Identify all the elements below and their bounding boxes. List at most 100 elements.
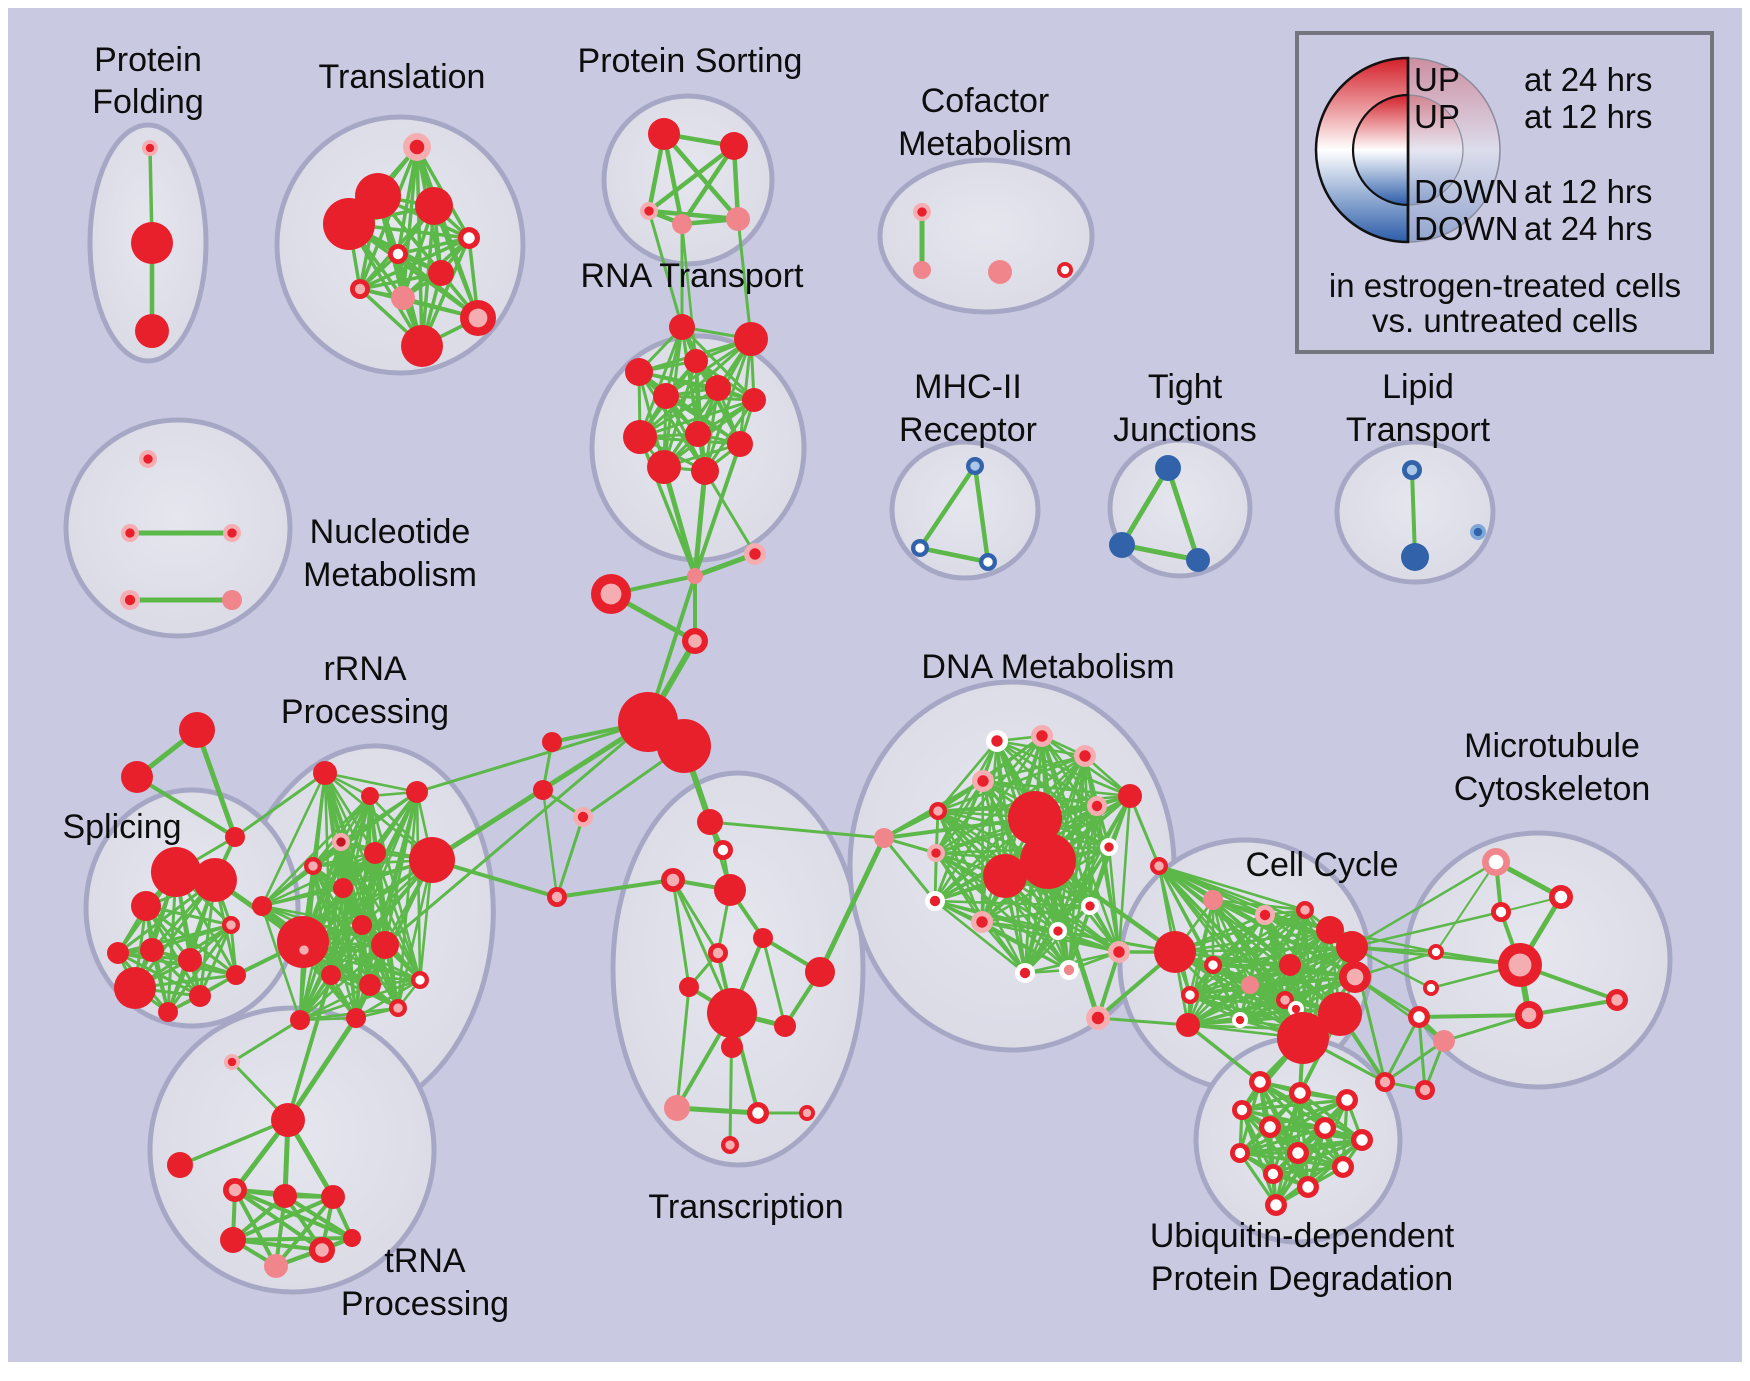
node-center-ubiquitin-degradation-5 xyxy=(1319,1122,1331,1134)
node-center-cell-cycle-4 xyxy=(1235,1015,1245,1025)
node-protein-folding-1 xyxy=(131,222,173,264)
legend-time-2: at 12 hrs xyxy=(1524,173,1652,210)
network-edge xyxy=(736,217,753,341)
node-center-microtubule-cytoskeleton-1 xyxy=(1554,890,1568,904)
network-edge xyxy=(917,463,978,551)
network-edge xyxy=(708,820,886,840)
node-center-dna-metabolism-14 xyxy=(976,916,988,928)
cluster-label-ubiquitin-degradation: Ubiquitin-dependent xyxy=(1150,1217,1455,1255)
network-edge xyxy=(703,337,753,473)
node-center-cell-cycle-7 xyxy=(1300,905,1310,915)
network-edge xyxy=(692,468,708,579)
network-edge xyxy=(1271,1165,1345,1176)
node-translation-10 xyxy=(401,325,443,367)
cluster-bubble-mhc2-receptor xyxy=(889,439,1041,581)
node-hub-0 xyxy=(687,568,703,584)
cluster-label-cofactor-metabolism: Cofactor xyxy=(921,82,1050,120)
network-edge xyxy=(1186,963,1292,1027)
node-rrna-processing-18 xyxy=(252,896,272,916)
node-protein-sorting-1 xyxy=(720,132,748,160)
network-edge xyxy=(555,878,675,899)
node-rna-transport-4 xyxy=(705,375,731,401)
node-center-cell-cycle-17 xyxy=(1379,1076,1391,1088)
network-edge xyxy=(1211,945,1354,967)
network-edge xyxy=(934,779,985,855)
node-rna-transport-10 xyxy=(647,450,681,484)
node-center-ubiquitin-degradation-11 xyxy=(1302,1181,1314,1193)
node-center-transcription-2 xyxy=(666,873,680,887)
node-rna-transport-5 xyxy=(653,383,679,409)
network-edge xyxy=(1417,1013,1531,1019)
network-edge xyxy=(432,204,480,320)
node-rna-transport-3 xyxy=(625,358,653,386)
node-transcription-10 xyxy=(721,1036,743,1058)
network-edge xyxy=(1417,1015,1427,1092)
network-edge xyxy=(1188,993,1342,1016)
node-translation-6 xyxy=(428,260,454,286)
network-edge xyxy=(972,463,991,565)
node-center-trna-processing-2 xyxy=(228,1183,242,1197)
network-edge xyxy=(198,923,233,998)
node-rrna-processing-16 xyxy=(346,1008,366,1028)
network-edge xyxy=(917,545,991,565)
cluster-label-nucleotide-metabolism: Metabolism xyxy=(303,556,477,594)
network-edge xyxy=(298,983,372,1022)
network-edge xyxy=(1527,998,1619,1017)
network-edge xyxy=(230,1018,302,1064)
node-center-transcription-15 xyxy=(551,891,563,903)
network-edge xyxy=(1410,468,1417,559)
node-center-mhc2-receptor-0 xyxy=(970,461,980,471)
node-center-ubiquitin-degradation-10 xyxy=(1267,1168,1279,1180)
node-rrna-processing-10 xyxy=(371,931,399,959)
node-center-dna-metabolism-1 xyxy=(991,735,1003,747)
node-nucleotide-metabolism-4 xyxy=(222,590,242,610)
network-edge xyxy=(980,920,1027,975)
node-dna-metabolism-9 xyxy=(1020,833,1076,889)
node-cofactor-metabolism-2 xyxy=(988,260,1012,284)
node-center-hub-2 xyxy=(600,583,622,605)
node-center-nucleotide-metabolism-1 xyxy=(125,528,135,538)
node-center-transcription-14 xyxy=(725,1140,735,1150)
node-center-ubiquitin-degradation-4 xyxy=(1264,1121,1276,1133)
network-edge xyxy=(674,1105,761,1116)
network-edge xyxy=(285,1015,359,1123)
node-tight-junctions-1 xyxy=(1109,532,1135,558)
network-edge xyxy=(933,899,1027,975)
node-rrna-processing-5 xyxy=(364,842,386,864)
node-cell-cycle-2 xyxy=(1203,890,1223,910)
node-center-dna-metabolism-12 xyxy=(1104,842,1114,852)
node-center-dna-metabolism-19 xyxy=(1113,946,1125,958)
network-edge xyxy=(1383,1015,1421,1084)
node-rrna-processing-6 xyxy=(409,837,455,883)
legend-time-3: at 24 hrs xyxy=(1524,210,1652,247)
node-center-dna-metabolism-6 xyxy=(1091,800,1103,812)
cluster-label-protein-folding: Protein xyxy=(94,41,202,79)
legend-footer-line-1: vs. untreated cells xyxy=(1372,302,1638,339)
node-rna-transport-8 xyxy=(685,421,711,447)
network-edge xyxy=(637,370,707,473)
cluster-bubble-cofactor-metabolism xyxy=(877,157,1095,315)
node-center-protein-folding-0 xyxy=(145,143,155,153)
network-edge xyxy=(1274,1138,1364,1207)
node-center-lipid-transport-0 xyxy=(1406,464,1418,476)
node-rrna-processing-7 xyxy=(333,878,353,898)
network-edge xyxy=(260,864,315,908)
cluster-label-tight-junctions: Tight xyxy=(1148,368,1223,406)
legend-circle-left xyxy=(1351,93,1410,207)
network-edge xyxy=(233,771,327,839)
network-edge xyxy=(260,886,345,908)
network-edge xyxy=(178,1118,290,1167)
node-tight-junctions-0 xyxy=(1155,455,1181,481)
node-center-translation-7 xyxy=(354,283,366,295)
node-cell-cycle-9 xyxy=(1336,931,1368,963)
node-center-nucleotide-metabolism-2 xyxy=(227,528,237,538)
cluster-label-ubiquitin-degradation: Protein Degradation xyxy=(1151,1260,1453,1298)
cluster-label-rrna-processing: rRNA xyxy=(323,650,406,688)
network-edge xyxy=(647,209,684,329)
legend-time-1: at 12 hrs xyxy=(1524,98,1652,135)
network-edge xyxy=(286,973,333,1122)
network-edge xyxy=(693,442,742,578)
node-splicing-11 xyxy=(179,712,215,748)
network-edge xyxy=(116,951,238,977)
